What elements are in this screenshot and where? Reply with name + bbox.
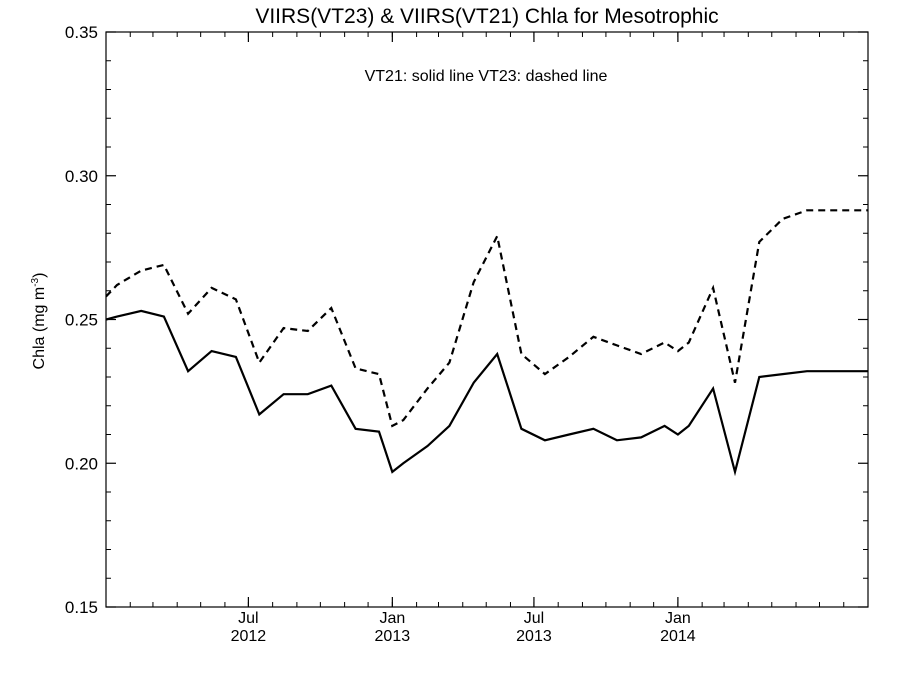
x-tick-month-label: Jul: [524, 610, 544, 627]
plot-frame: [105, 31, 869, 608]
axes: 0.150.200.250.300.35Jul2012Jan2013Jul201…: [65, 23, 869, 645]
y-tick-label: 0.25: [65, 311, 98, 330]
chart-title: VIIRS(VT23) & VIIRS(VT21) Chla for Mesot…: [255, 5, 718, 28]
x-tick-month-label: Jan: [379, 610, 405, 627]
y-axis-label-main: Chla (mg m: [31, 287, 48, 370]
y-tick-label: 0.15: [65, 598, 98, 617]
y-tick-label: 0.35: [65, 23, 98, 42]
y-axis-label: Chla (mg m-3): [30, 273, 48, 370]
x-tick-year-label: 2013: [375, 628, 411, 645]
series-line-vt23: [106, 209, 868, 428]
y-axis-label-superscript: -3: [30, 277, 41, 286]
x-tick-year-label: 2013: [516, 628, 552, 645]
series-line-vt21: [106, 309, 868, 477]
y-axis-label-end: ): [31, 273, 48, 278]
x-tick-month-label: Jul: [238, 610, 258, 627]
x-tick-year-label: 2012: [231, 628, 267, 645]
data-lines: [105, 209, 869, 477]
line-style-annotation: VT21: solid line VT23: dashed line: [365, 68, 608, 85]
y-tick-label: 0.30: [65, 167, 98, 186]
x-tick-year-label: 2014: [660, 628, 696, 645]
x-tick-month-label: Jan: [665, 610, 691, 627]
y-tick-label: 0.20: [65, 454, 98, 473]
